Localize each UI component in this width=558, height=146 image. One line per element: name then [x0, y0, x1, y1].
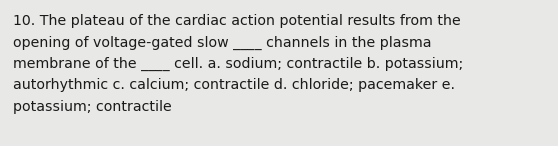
Text: potassium; contractile: potassium; contractile: [13, 100, 172, 114]
Text: opening of voltage-gated slow ____ channels in the plasma: opening of voltage-gated slow ____ chann…: [13, 35, 431, 50]
Text: 10. The plateau of the cardiac action potential results from the: 10. The plateau of the cardiac action po…: [13, 14, 461, 28]
Text: autorhythmic c. calcium; contractile d. chloride; pacemaker e.: autorhythmic c. calcium; contractile d. …: [13, 79, 455, 93]
Text: membrane of the ____ cell. a. sodium; contractile b. potassium;: membrane of the ____ cell. a. sodium; co…: [13, 57, 463, 71]
